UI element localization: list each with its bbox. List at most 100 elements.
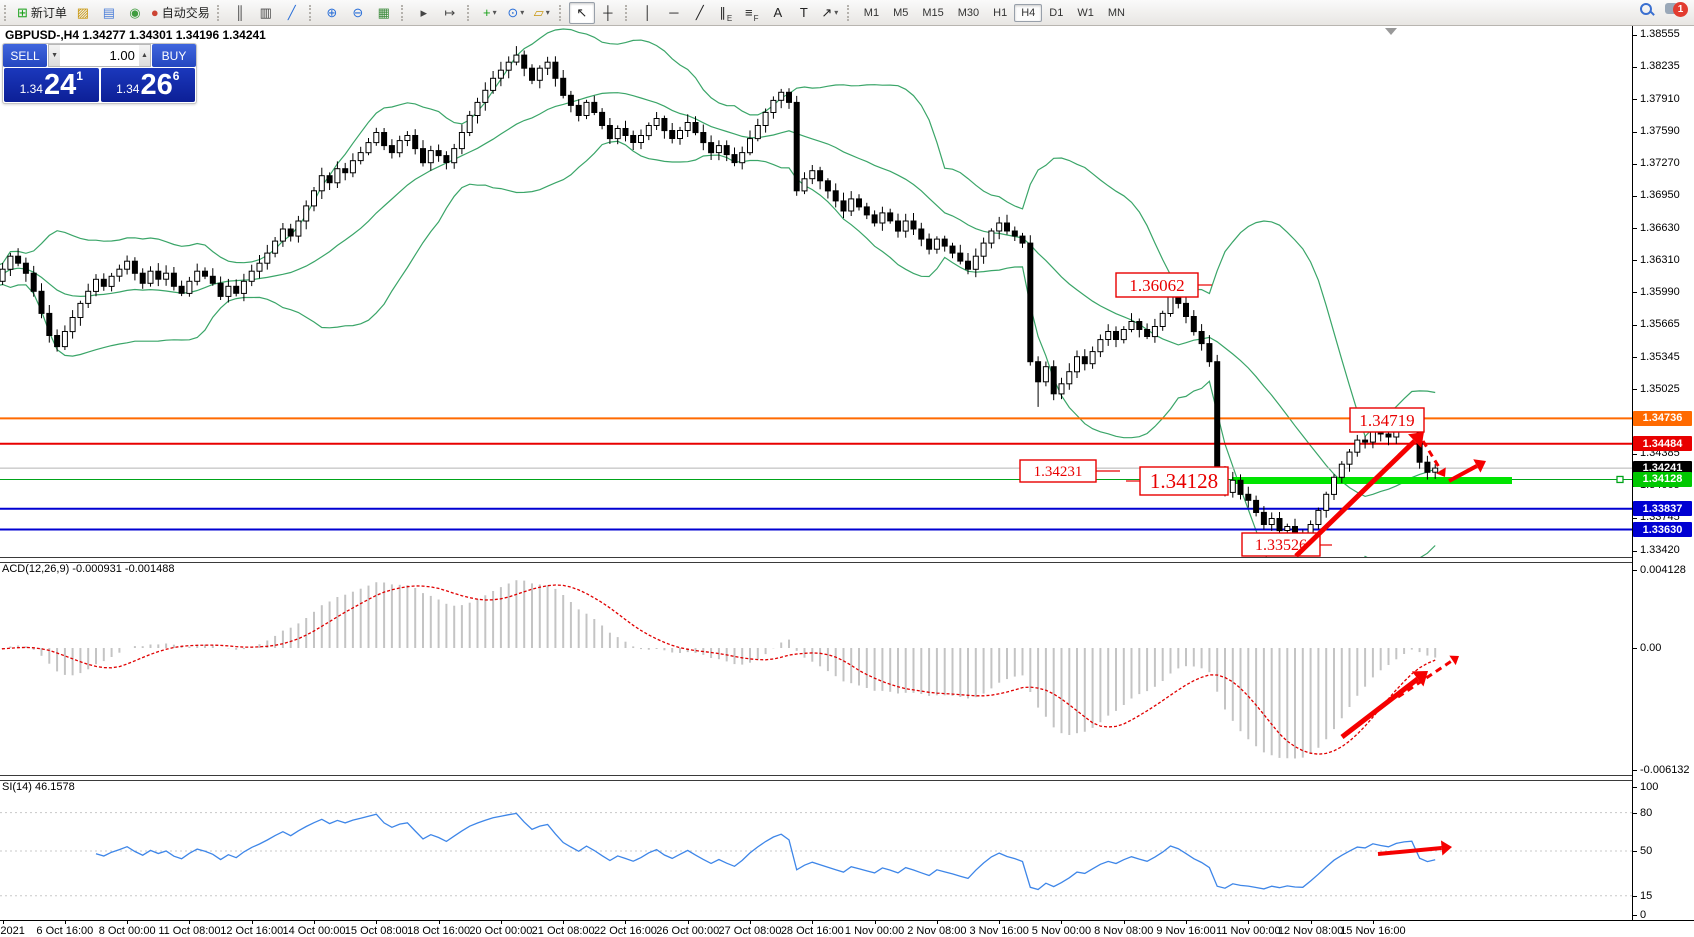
price-tick-label: 1.37590 <box>1640 125 1680 138</box>
zoom-out-icon: ⊖ <box>352 5 364 20</box>
current-price-tag: 1.34241 <box>1633 460 1692 476</box>
price-annotation-box[interactable] <box>1019 459 1097 483</box>
zoom-out-button[interactable]: ⊖ <box>345 2 371 24</box>
timeframe-button-w1[interactable]: W1 <box>1077 6 1094 19</box>
timeframe-button-m1[interactable]: M1 <box>863 6 880 19</box>
arrow-objects-button[interactable]: ↗ ▾ <box>817 2 843 24</box>
icon-subscript: F <box>753 13 759 23</box>
timeframe-button-h4[interactable]: H4 <box>1014 3 1043 22</box>
dropdown-caret-icon[interactable]: ▾ <box>834 8 839 17</box>
date-tick <box>376 921 378 924</box>
candlestick-chart-button[interactable]: ▥ <box>253 2 279 24</box>
axis-tick <box>1633 357 1637 359</box>
dropdown-caret-icon[interactable]: ▾ <box>520 8 525 17</box>
date-label: 15 Oct 08:00 <box>344 925 408 937</box>
cursor-button[interactable]: ↖ <box>568 1 595 24</box>
price-tick-label: 1.36310 <box>1640 253 1680 266</box>
profiles-button[interactable]: ▤ <box>96 2 122 24</box>
fibonacci-button[interactable]: ≡ F <box>739 2 765 24</box>
date-label: 12 Nov 08:00 <box>1277 925 1344 937</box>
arrow-objects-icon: ↗ <box>821 5 833 20</box>
rsi-axis-label: 80 <box>1640 806 1653 819</box>
equidistant-channel-button[interactable]: ∥ E <box>713 2 739 24</box>
price-annotation-box[interactable] <box>1349 407 1425 433</box>
trendline-button[interactable]: ╱ <box>687 2 713 24</box>
dropdown-caret-icon[interactable]: ▾ <box>492 8 497 17</box>
auto-scroll-button[interactable]: ▸ <box>411 2 437 24</box>
axis-tick <box>1633 787 1637 788</box>
level-price-tag: 1.33837 <box>1633 501 1692 517</box>
volume-input[interactable] <box>60 48 139 63</box>
price-tick-label: 1.33420 <box>1640 544 1680 557</box>
panel-separator[interactable] <box>0 557 1694 563</box>
toolbar-grip <box>216 4 224 21</box>
bar-chart-button[interactable]: ║ <box>227 2 253 24</box>
buy-price-display[interactable]: 1.34 26 6 <box>100 68 195 102</box>
template-button[interactable]: ▱ ▾ <box>529 2 555 24</box>
axis-tick <box>1633 570 1637 571</box>
autotrading-button-label: 自动交易 <box>161 6 210 20</box>
price-annotation-box[interactable] <box>1139 466 1229 496</box>
price-annotation-box[interactable] <box>1115 272 1199 298</box>
timeframe-button-d1[interactable]: D1 <box>1049 6 1064 19</box>
trend-arrow[interactable] <box>1294 439 1417 558</box>
new-order-button[interactable]: ⊞ 新订单 <box>14 2 70 24</box>
tile-windows-button[interactable]: ▦ <box>371 2 397 24</box>
trend-arrow[interactable] <box>1377 845 1442 856</box>
sell-button[interactable]: SELL <box>3 44 47 67</box>
macd-panel[interactable] <box>0 561 1633 775</box>
axis-tick <box>1633 228 1637 229</box>
price-axis[interactable]: 1.38555 1.38235 1.37910 1.37590 1.37270 1.369… <box>1633 26 1694 921</box>
panel-separator[interactable] <box>0 775 1694 781</box>
templates-button[interactable]: ▨ <box>70 2 96 24</box>
signals-button[interactable]: ◉ <box>122 2 148 24</box>
timeframe-button-mn[interactable]: MN <box>1107 6 1125 19</box>
date-label: 21 Oct 08:00 <box>531 925 595 937</box>
date-tick <box>874 921 876 924</box>
dropdown-caret-icon[interactable]: ▾ <box>545 8 550 17</box>
price-annotation-text: 1.34128 <box>1150 469 1218 493</box>
zoom-in-button[interactable]: ⊕ <box>319 2 345 24</box>
trend-arrow[interactable] <box>1340 676 1420 739</box>
volume-increase-button[interactable]: ▲ <box>138 45 150 66</box>
templates-icon: ▨ <box>76 5 90 20</box>
rsi-line <box>95 812 1436 891</box>
chart-shift-button[interactable]: ↦ <box>437 2 463 24</box>
text-icon: A <box>773 5 783 20</box>
toolbar-right: 1 <box>1640 2 1688 18</box>
bar-chart-icon: ║ <box>235 5 245 20</box>
buy-button[interactable]: BUY <box>152 44 196 67</box>
notifications-button[interactable]: 1 <box>1662 2 1688 18</box>
timeframe-button-m15[interactable]: M15 <box>922 6 944 19</box>
timeframe-button-m5[interactable]: M5 <box>893 6 909 19</box>
trend-arrow[interactable] <box>1448 464 1478 483</box>
price-chart[interactable]: 1.36062 1.34719 1.34231 1.34128 1.33526 <box>0 26 1633 558</box>
vertical-line-button[interactable]: │ <box>635 2 661 24</box>
price-annotation-text: 1.34719 <box>1359 411 1414 430</box>
trend-arrow[interactable] <box>1421 440 1443 472</box>
date-label: 12 Oct 16:00 <box>220 925 284 937</box>
toolbar-grip <box>558 4 566 21</box>
crosshair-button[interactable]: ┼ <box>595 2 621 24</box>
timeframe-button-h1[interactable]: H1 <box>993 6 1008 19</box>
indicators-button[interactable]: + ▾ <box>477 2 503 24</box>
trendline-icon: ╱ <box>695 5 704 20</box>
line-chart-button[interactable]: ╱ <box>279 2 305 24</box>
search-icon[interactable] <box>1640 3 1655 17</box>
volume-decrease-button[interactable]: ▼ <box>49 45 61 66</box>
text-button[interactable]: A <box>765 2 791 24</box>
autotrading-button[interactable]: ● 自动交易 <box>148 2 213 24</box>
horizontal-line-button[interactable]: ─ <box>661 2 687 24</box>
axis-tick <box>1633 324 1637 326</box>
periods-button[interactable]: ⊙ ▾ <box>503 2 529 24</box>
rsi-panel[interactable] <box>0 779 1633 920</box>
axis-tick <box>1633 131 1637 133</box>
sell-price-display[interactable]: 1.34 24 1 <box>4 68 99 102</box>
date-label: 3 Nov 16:00 <box>969 925 1029 937</box>
axis-tick <box>1633 34 1637 36</box>
text-label-button[interactable]: T <box>791 2 817 24</box>
timeframe-button-m30[interactable]: M30 <box>957 6 980 19</box>
level-price-tag: 1.34484 <box>1633 436 1692 452</box>
